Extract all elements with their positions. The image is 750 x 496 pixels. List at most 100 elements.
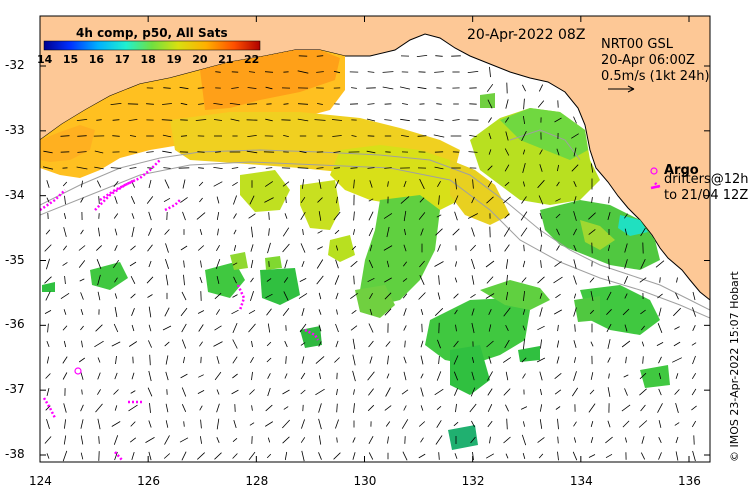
- current-vector: [453, 371, 459, 381]
- current-vector: [248, 323, 256, 333]
- current-vector: [469, 403, 477, 413]
- current-vector: [350, 325, 358, 331]
- current-vector: [420, 373, 424, 379]
- current-vector: [675, 436, 679, 444]
- current-vector: [402, 103, 408, 105]
- current-vector: [656, 342, 664, 346]
- colorbar-tick-label: 18: [140, 53, 156, 66]
- current-vector: [98, 227, 100, 237]
- current-vector: [505, 404, 509, 412]
- current-vector: [314, 119, 326, 121]
- current-vector: [435, 435, 443, 445]
- current-vector: [470, 293, 476, 299]
- current-vector: [366, 118, 376, 122]
- current-vector: [504, 244, 510, 252]
- current-vector: [264, 71, 274, 73]
- current-vector: [639, 388, 647, 396]
- current-vector: [94, 340, 104, 348]
- current-vector: [387, 355, 389, 365]
- current-vector: [538, 453, 544, 459]
- current-vector: [639, 372, 647, 380]
- current-vector: [557, 164, 559, 172]
- current-vector: [369, 180, 373, 188]
- current-vector: [195, 119, 207, 121]
- current-vector: [642, 356, 644, 364]
- current-vector: [318, 292, 322, 300]
- current-vector: [283, 277, 289, 283]
- current-vector: [250, 277, 254, 283]
- current-vector: [180, 307, 188, 317]
- current-vector: [418, 453, 426, 459]
- colorbar-tick-label: 19: [166, 53, 182, 66]
- current-vector: [251, 405, 253, 411]
- current-vector: [146, 151, 154, 153]
- current-vector: [418, 292, 426, 300]
- current-vector: [181, 323, 187, 333]
- current-vector: [557, 418, 559, 430]
- current-vector: [672, 357, 682, 363]
- current-vector: [165, 258, 169, 270]
- current-vector: [420, 308, 424, 316]
- imos-credit: © IMOS 23-Apr-2022 15:07 Hobart: [728, 271, 741, 462]
- y-tick-label: -36: [5, 317, 25, 332]
- current-vector: [131, 213, 135, 219]
- current-vector: [163, 87, 171, 89]
- current-vector: [589, 277, 595, 283]
- current-vector: [573, 275, 577, 285]
- current-vector: [588, 403, 596, 413]
- current-vector: [213, 181, 223, 187]
- current-vector: [540, 244, 542, 252]
- colorbar-tick-label: 20: [192, 53, 208, 66]
- current-vector: [298, 293, 308, 299]
- current-vector: [624, 324, 628, 332]
- current-vector: [163, 167, 171, 169]
- current-vector: [164, 229, 170, 235]
- current-vector: [163, 453, 171, 459]
- current-vector: [590, 163, 594, 173]
- current-vector: [216, 276, 220, 284]
- current-vector: [216, 418, 220, 430]
- current-vector: [625, 437, 627, 443]
- current-vector: [505, 371, 509, 381]
- current-vector: [573, 371, 577, 381]
- current-vector: [318, 403, 322, 413]
- current-vector: [129, 167, 137, 169]
- current-vector: [434, 308, 444, 316]
- current-vector: [300, 342, 306, 346]
- current-vector: [675, 402, 679, 414]
- current-vector: [573, 421, 577, 427]
- argo-title: Argo: [664, 163, 699, 178]
- current-vector: [113, 213, 119, 219]
- current-vector: [573, 211, 577, 221]
- current-vector: [62, 325, 68, 331]
- current-vector: [317, 230, 323, 234]
- current-vector: [44, 310, 52, 314]
- current-vector: [539, 371, 543, 381]
- current-vector: [640, 309, 646, 315]
- current-vector: [607, 211, 611, 221]
- current-vector: [283, 135, 289, 137]
- current-vector: [692, 307, 696, 317]
- current-vector: [658, 307, 662, 317]
- current-vector: [148, 228, 152, 236]
- current-vector: [335, 292, 339, 300]
- current-vector: [334, 179, 340, 189]
- current-vector: [571, 387, 579, 397]
- x-tick-label: 128: [245, 474, 269, 488]
- current-vector: [368, 227, 374, 237]
- current-vector: [486, 340, 494, 348]
- current-vector: [368, 436, 374, 444]
- current-vector: [46, 340, 50, 348]
- current-vector: [112, 135, 120, 137]
- current-vector: [623, 374, 629, 378]
- current-vector: [606, 323, 612, 333]
- current-vector: [436, 420, 442, 428]
- current-vector: [403, 325, 407, 331]
- current-vector: [590, 436, 594, 444]
- current-vector: [233, 195, 237, 205]
- current-vector: [607, 339, 611, 349]
- current-vector: [353, 389, 355, 395]
- current-vector: [335, 340, 339, 348]
- current-vector: [214, 452, 222, 460]
- current-vector: [624, 259, 628, 269]
